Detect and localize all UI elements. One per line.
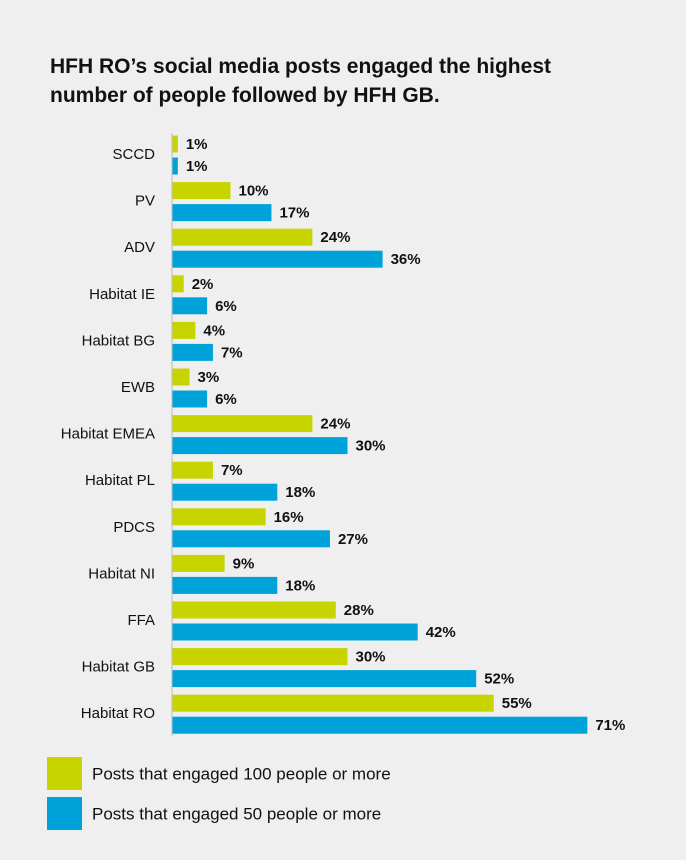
value-label: 71%: [595, 717, 625, 734]
category-label: Habitat EMEA: [61, 426, 155, 443]
category-label: Habitat RO: [81, 705, 155, 722]
bar: [172, 716, 588, 734]
bar: [172, 601, 336, 619]
bar: [172, 530, 330, 548]
value-label: 6%: [215, 298, 237, 315]
value-label: 36%: [391, 251, 421, 268]
value-label: 10%: [239, 183, 269, 200]
bar: [172, 576, 278, 594]
bar: [172, 157, 178, 175]
value-label: 18%: [285, 577, 315, 594]
category-label: Habitat NI: [88, 565, 155, 582]
category-label: SCCD: [112, 146, 155, 163]
bar: [172, 228, 313, 246]
bar: [172, 508, 266, 526]
value-label: 52%: [484, 671, 514, 688]
value-label: 18%: [285, 484, 315, 501]
category-label: Habitat BG: [82, 332, 155, 349]
value-label: 9%: [233, 555, 255, 572]
bar: [172, 670, 477, 688]
chart-title: HFH RO’s social media posts engaged the …: [50, 55, 551, 107]
bar: [172, 297, 208, 315]
value-label: 55%: [502, 695, 532, 712]
bar: [172, 368, 190, 386]
bar: [172, 483, 278, 501]
bar: [172, 250, 383, 268]
bar: [172, 623, 418, 641]
bar: [172, 275, 184, 293]
category-label: EWB: [121, 379, 155, 396]
value-label: 17%: [279, 205, 309, 222]
category-label: ADV: [124, 239, 155, 256]
value-label: 30%: [356, 649, 386, 666]
category-label: PDCS: [113, 519, 155, 536]
bar: [172, 415, 313, 433]
value-label: 42%: [426, 624, 456, 641]
bar: [172, 204, 272, 222]
bar: [172, 437, 348, 455]
value-label: 30%: [356, 438, 386, 455]
category-label: Habitat IE: [89, 286, 155, 303]
value-label: 1%: [186, 136, 208, 153]
bar: [172, 390, 208, 408]
value-label: 24%: [320, 416, 350, 433]
legend-label: Posts that engaged 100 people or more: [92, 764, 391, 783]
value-label: 4%: [203, 322, 225, 339]
value-label: 24%: [320, 229, 350, 246]
bar: [172, 321, 196, 339]
legend-swatch: [47, 757, 82, 790]
value-label: 6%: [215, 391, 237, 408]
category-label: Habitat GB: [82, 659, 155, 676]
legend-swatch: [47, 797, 82, 830]
bar: [172, 554, 225, 572]
bar: [172, 694, 494, 712]
category-label: PV: [135, 193, 155, 210]
bar: [172, 182, 231, 200]
category-label: Habitat PL: [85, 472, 155, 489]
value-label: 7%: [221, 462, 243, 479]
bar: [172, 461, 213, 479]
value-label: 27%: [338, 531, 368, 548]
value-label: 2%: [192, 276, 214, 293]
value-label: 7%: [221, 344, 243, 361]
bar: [172, 343, 213, 361]
value-label: 1%: [186, 158, 208, 175]
value-label: 3%: [198, 369, 220, 386]
bar: [172, 135, 178, 153]
value-label: 16%: [274, 509, 304, 526]
bar: [172, 648, 348, 666]
value-label: 28%: [344, 602, 374, 619]
legend-label: Posts that engaged 50 people or more: [92, 804, 381, 823]
category-label: FFA: [127, 612, 155, 629]
